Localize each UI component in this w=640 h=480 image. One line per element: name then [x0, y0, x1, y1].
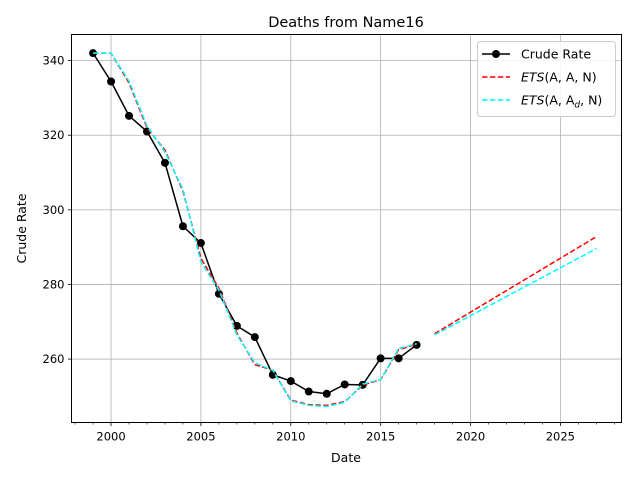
series-line-ets-a-a-n — [93, 52, 417, 407]
legend-label-ets-aadn-sub: d — [574, 101, 580, 111]
series-line-crude-rate — [92, 52, 418, 395]
legend-marker-crude-rate — [492, 50, 500, 58]
data-point-crude-rate — [160, 158, 169, 167]
x-tick-label: 2015 — [366, 430, 395, 444]
data-point-crude-rate — [394, 354, 403, 363]
series-line-ets-a-a-n — [434, 236, 597, 335]
y-tick-label: 260 — [43, 352, 65, 366]
data-point-crude-rate — [286, 377, 295, 386]
series-group — [89, 49, 597, 408]
data-point-crude-rate — [322, 389, 331, 398]
data-point-crude-rate — [250, 333, 259, 342]
chart-title: Deaths from Name16 — [268, 15, 424, 31]
axes: 2000 2005 2010 2015 2020 2025 260 280 300 320 340 — [43, 54, 615, 444]
x-tick-label: 2020 — [456, 430, 485, 444]
data-point-crude-rate — [107, 77, 116, 86]
legend-label-ets-ann-main: ETS — [521, 70, 545, 85]
legend-label-ets-aadn-tail: , N) — [580, 93, 602, 108]
data-point-crude-rate — [178, 222, 187, 231]
x-tick-label: 2025 — [546, 430, 575, 444]
y-tick-label: 320 — [43, 128, 65, 142]
plot-frame — [71, 34, 622, 423]
legend-label-ets-ann: ETS(A, A, N) — [521, 70, 597, 85]
y-tick-label: 300 — [43, 203, 65, 217]
y-tick-label: 340 — [43, 54, 65, 68]
data-point-crude-rate — [304, 387, 313, 396]
y-tick-label: 280 — [43, 277, 65, 291]
x-tick-label: 2000 — [96, 430, 125, 444]
x-tick-label: 2005 — [186, 430, 215, 444]
legend-box — [477, 41, 616, 117]
data-point-crude-rate — [125, 111, 134, 120]
legend-label-crude-rate: Crude Rate — [521, 47, 591, 62]
data-point-crude-rate — [376, 354, 385, 363]
data-point-crude-rate — [268, 370, 277, 379]
x-axis-label: Date — [331, 450, 361, 465]
legend: Crude Rate ETS(A, A, N) ETS(A, Ad, N) — [477, 41, 616, 117]
data-point-crude-rate — [196, 239, 205, 248]
data-point-crude-rate — [232, 321, 241, 330]
data-point-crude-rate — [89, 49, 98, 58]
legend-label-ets-aadn: ETS(A, Ad, N) — [521, 93, 602, 111]
x-tick-label: 2010 — [276, 430, 305, 444]
data-point-crude-rate — [412, 340, 421, 349]
legend-label-ets-aadn-main: ETS — [521, 93, 545, 108]
legend-label-ets-ann-args: (A, A, N) — [544, 70, 596, 85]
series-line-ets-a-ad-n — [93, 52, 417, 408]
series-line-ets-a-ad-n — [434, 247, 597, 336]
y-axis-label: Crude Rate — [14, 193, 29, 263]
data-point-crude-rate — [340, 380, 349, 389]
legend-label-ets-aadn-args: (A, A — [544, 93, 574, 108]
